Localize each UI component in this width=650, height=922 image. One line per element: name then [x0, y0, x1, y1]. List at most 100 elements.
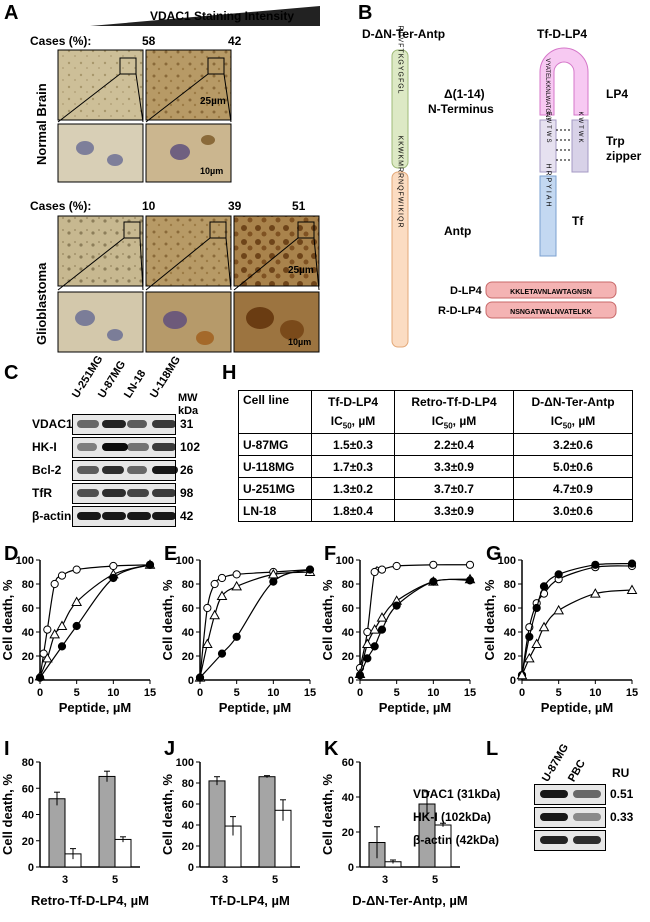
x-tick-label: 5 — [394, 687, 400, 699]
y-tick-label: 60 — [342, 757, 354, 769]
header-retro: Retro-Tf-D-LP4 — [394, 390, 514, 412]
blot-band — [77, 512, 101, 520]
y-tick-label: 20 — [182, 841, 194, 853]
dlp4-label: D-LP4 — [450, 285, 483, 297]
blot-band — [152, 466, 178, 474]
nterm-label-2: N-Terminus — [428, 102, 494, 116]
ru-label: RU — [612, 766, 630, 780]
blot-band — [127, 420, 147, 428]
x-tick-label: 10 — [267, 687, 279, 699]
antp-label: Antp — [444, 224, 471, 238]
data-point — [35, 673, 45, 682]
panel-b-figure: D-ΔN-Ter-Antp Tf-D-LP4 RDVFTKGYGFGL KKWK… — [362, 25, 642, 348]
x-tick-label: 10 — [427, 687, 439, 699]
normal-zoom-1 — [57, 123, 144, 183]
data-point — [43, 625, 52, 634]
data-point — [627, 559, 637, 568]
data-point — [370, 567, 379, 577]
bar — [114, 838, 132, 868]
y-tick-label: 20 — [182, 651, 194, 663]
data-point — [50, 579, 59, 589]
panel-label-d: D — [4, 543, 19, 565]
y-tick-label: 0 — [28, 675, 34, 687]
data-point — [626, 584, 638, 594]
data-point — [429, 577, 438, 586]
blot-c-label: VDAC1 — [32, 417, 73, 431]
table-header-row: Cell line Tf-D-LP4 Retro-Tf-D-LP4 D-ΔN-T… — [238, 390, 633, 434]
tf-label: Tf — [572, 214, 584, 228]
cases-label-glio: Cases (%): — [30, 199, 91, 213]
blot-c-mw: 98 — [180, 486, 194, 500]
bar — [258, 776, 276, 868]
y-tick-label: 60 — [182, 799, 194, 811]
y-tick-label: 80 — [182, 778, 194, 790]
blot-band — [152, 489, 176, 497]
y-tick-label: 80 — [22, 579, 34, 591]
row-label-normal: Normal Brain — [34, 83, 49, 165]
antp-sequence: KKWKMRRNQFWIKIQR — [397, 136, 404, 229]
glio-case-2: 39 — [228, 199, 242, 213]
rdlp4-label: R-D-LP4 — [438, 305, 482, 317]
dlp4-sequence: KKLETAVNLAWTAGNSN — [510, 289, 592, 296]
ic50-value: 1.8±0.4 — [311, 499, 395, 522]
antp-segment — [391, 171, 409, 348]
x-category-label: 3 — [222, 874, 228, 886]
x-axis-label: Tf-D-LP4, µM — [210, 893, 290, 908]
blot-l-label: HK-I (102kDa) — [413, 810, 492, 824]
series-line — [359, 578, 471, 675]
data-point — [465, 576, 475, 585]
panel-label-k: K — [324, 738, 339, 760]
data-point — [210, 579, 219, 589]
trp-right — [571, 119, 589, 173]
x-tick-label: 0 — [357, 687, 363, 699]
y-tick-label: 80 — [182, 579, 194, 591]
header-cell-line: Cell line — [238, 390, 312, 434]
x-axis-label: Peptide, µM — [219, 700, 292, 715]
x-category-label: 5 — [272, 874, 278, 886]
x-tick-label: 15 — [144, 687, 156, 699]
y-axis-label: Cell death, % — [0, 774, 15, 855]
blot-c-label: HK-I — [32, 440, 57, 454]
data-point — [532, 603, 541, 613]
y-tick-label: 80 — [22, 757, 34, 769]
x-tick-label: 15 — [304, 687, 316, 699]
row-label-glio: Glioblastoma — [34, 262, 49, 345]
ru-value: 0.51 — [610, 787, 634, 801]
y-tick-label: 80 — [504, 579, 516, 591]
data-point — [56, 620, 68, 630]
staining-intensity-title: VDAC1 Staining Intensity — [150, 9, 294, 23]
data-point — [377, 625, 387, 634]
data-point — [429, 560, 438, 569]
data-point — [72, 621, 81, 631]
y-axis-label: Cell death, % — [160, 774, 175, 855]
y-axis-label: Cell death, % — [0, 579, 15, 660]
blot-band — [77, 466, 99, 474]
panel-label-g: G — [486, 543, 502, 565]
blot-c-mw: 102 — [180, 440, 201, 454]
ru-value: 0.33 — [610, 810, 634, 824]
nterm-sequence: RDVFTKGYGFGL — [397, 25, 404, 94]
data-point — [376, 612, 388, 622]
x-tick-label: 5 — [74, 687, 80, 699]
blot-band — [573, 790, 601, 798]
panel-label-f: F — [324, 543, 337, 565]
blot-band — [540, 790, 568, 798]
blot-c-strip — [72, 460, 178, 481]
y-tick-label: 0 — [28, 862, 34, 874]
data-point — [217, 649, 227, 658]
data-point — [109, 561, 118, 571]
data-point — [305, 565, 315, 574]
normal-case-2: 42 — [228, 34, 242, 48]
glio-tile-2 — [145, 215, 232, 287]
data-point — [363, 627, 372, 637]
trp-left — [539, 119, 557, 173]
blot-band — [102, 420, 126, 428]
cell-line-name: LN-18 — [238, 499, 312, 522]
ic50-value: 3.2±0.6 — [513, 433, 633, 456]
y-tick-label: 100 — [498, 555, 516, 567]
panel-label-i: I — [4, 738, 10, 760]
data-point — [232, 570, 241, 579]
y-tick-label: 40 — [22, 810, 34, 822]
panel-label-j: J — [164, 738, 176, 760]
x-tick-label: 5 — [234, 687, 240, 699]
